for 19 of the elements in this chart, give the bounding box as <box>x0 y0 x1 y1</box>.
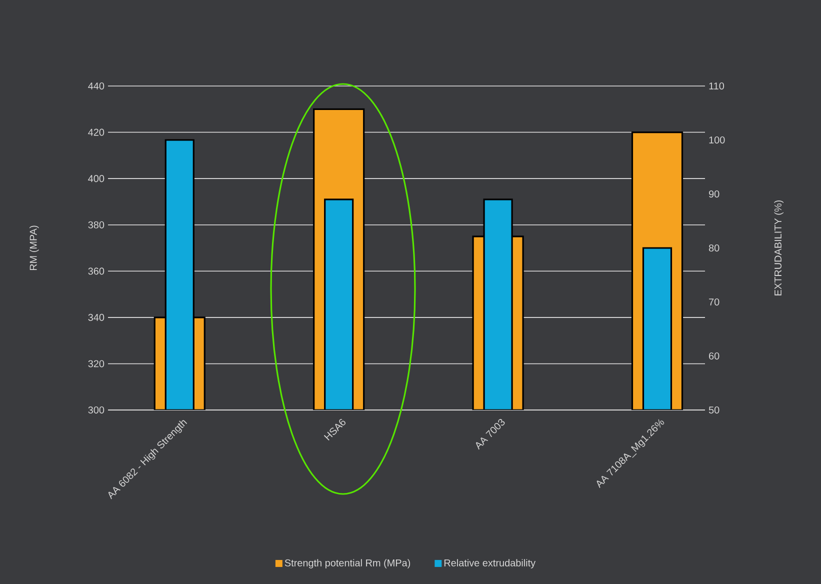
y-tick-label: 360 <box>88 268 104 275</box>
y2-tick-label: 100 <box>709 136 725 144</box>
y-tick-label: 400 <box>88 175 104 182</box>
y-tick-label: 420 <box>88 128 104 136</box>
y-tick-label: 440 <box>88 82 104 90</box>
y2-tick-label: 60 <box>709 352 720 360</box>
y2-tick-label: 80 <box>708 244 720 252</box>
y2-axis-title: EXTRUDABILITY (%) <box>774 200 784 296</box>
y2-tick-label: 90 <box>708 190 720 198</box>
y-tick-label: 320 <box>88 360 104 368</box>
legend-label: Strength potential Rm (MPa) <box>284 559 410 568</box>
y-tick-label: 300 <box>88 406 104 414</box>
y2-tick-label: 70 <box>709 298 720 306</box>
y-tick-label: 340 <box>88 314 104 321</box>
y-tick-label: 380 <box>88 221 104 228</box>
legend-label: Relative extrudability <box>444 559 536 568</box>
y2-tick-label: 110 <box>709 82 724 90</box>
y2-tick-label: 50 <box>708 406 720 414</box>
y-axis-title: RM (MPA) <box>30 226 39 270</box>
